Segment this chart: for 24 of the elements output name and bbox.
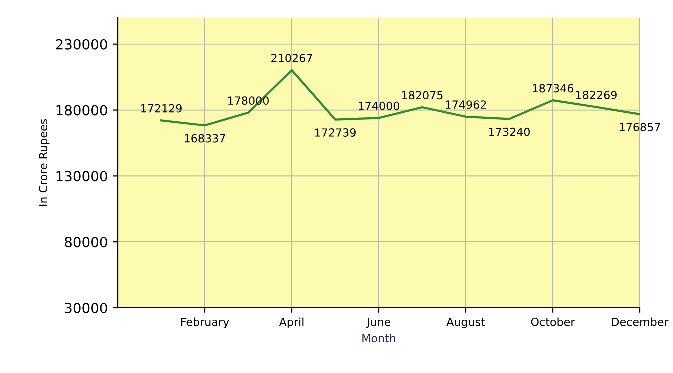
data-label: 176857	[620, 123, 660, 132]
x-tick-label: August	[446, 318, 486, 328]
data-label: 174000	[359, 102, 400, 110]
data-label: 172739	[316, 128, 356, 137]
data-label: 173240	[490, 128, 530, 136]
y-tick-label: 30000	[65, 302, 108, 314]
x-tick-label: December	[612, 318, 669, 326]
x-axis-title: Month	[362, 334, 396, 343]
x-tick-label: October	[531, 318, 576, 326]
x-tick-label: February	[181, 318, 230, 328]
y-tick-label: 230000	[56, 39, 108, 50]
data-label: 187346	[533, 84, 574, 93]
data-label: 174962	[446, 100, 486, 110]
y-axis-title: In Crore Rupees	[39, 119, 50, 206]
data-label: 182269	[576, 90, 617, 100]
data-label: 172129	[142, 104, 182, 113]
data-label: 168337	[185, 134, 226, 143]
data-label: 182075	[402, 91, 443, 100]
y-tick-label: 130000	[56, 171, 108, 182]
x-tick-label: June	[366, 318, 391, 328]
y-tick-label: 80000	[65, 237, 108, 248]
data-label: 210267	[272, 54, 312, 62]
y-tick-label: 180000	[56, 105, 108, 116]
x-tick-label: April	[279, 318, 304, 328]
